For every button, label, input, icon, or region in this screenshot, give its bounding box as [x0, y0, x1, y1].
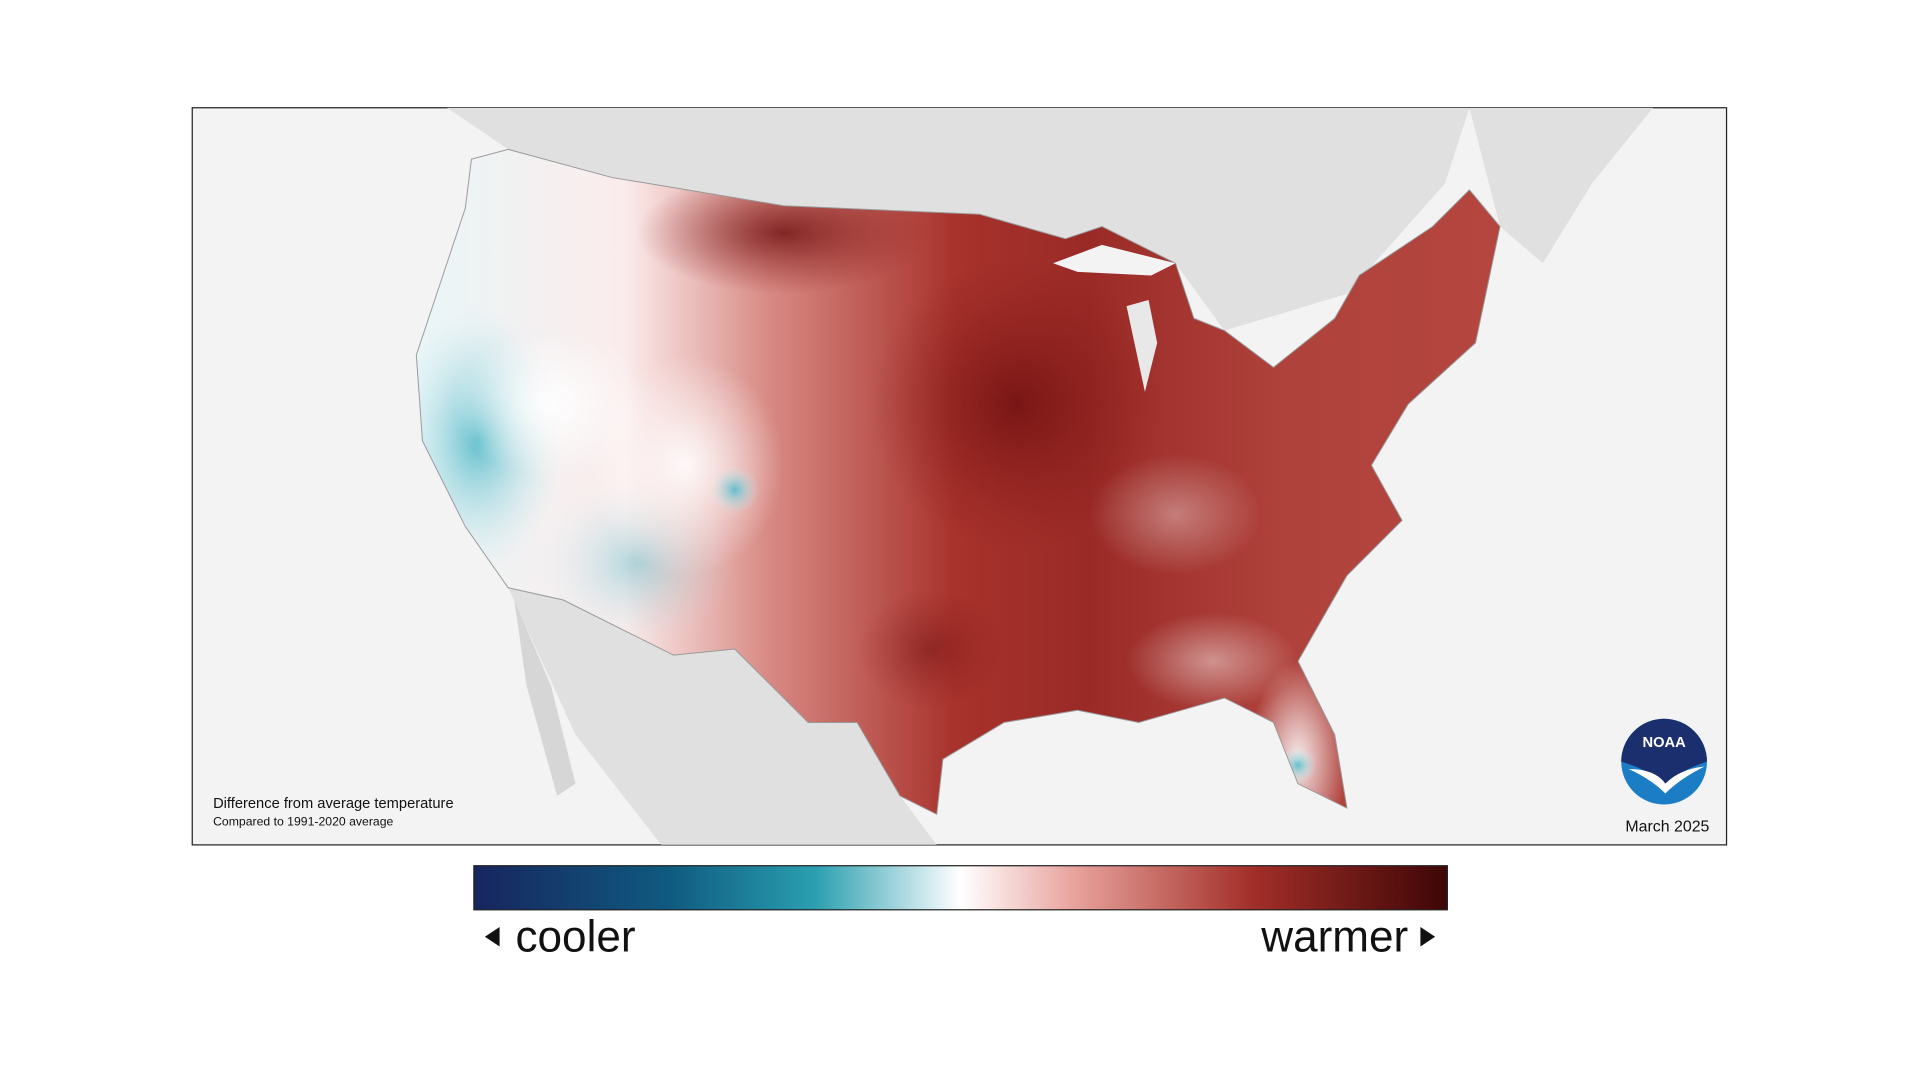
caption-title: Difference from average temperature — [213, 796, 454, 812]
canada-east — [1469, 107, 1654, 264]
legend-high-label: warmer — [1260, 912, 1408, 961]
logo-text: NOAA — [1642, 735, 1686, 751]
us-outline — [415, 148, 1501, 816]
legend-low-label: cooler — [516, 912, 636, 961]
cooler-arrow — [484, 926, 500, 947]
mexico-land — [508, 587, 937, 845]
baja — [514, 600, 576, 796]
date-label: March 2025 — [1625, 818, 1709, 835]
lake-michigan — [1126, 300, 1158, 392]
lake-superior — [1053, 244, 1176, 276]
color-bar — [473, 865, 1448, 911]
warmer-arrow — [1420, 926, 1436, 947]
caption-subtitle: Compared to 1991-2020 average — [213, 814, 393, 828]
map-layer: Difference from average temperature Comp… — [191, 107, 1728, 961]
noaa-logo: NOAA — [1621, 718, 1707, 805]
canada-land — [446, 107, 1470, 331]
